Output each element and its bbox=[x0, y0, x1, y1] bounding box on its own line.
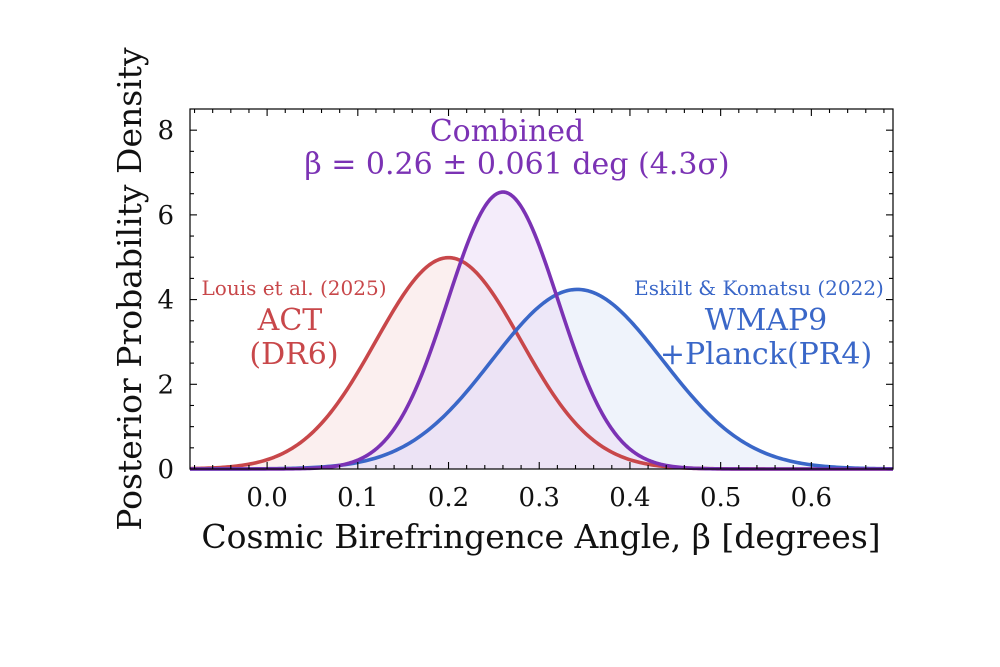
x-tick-label: 0.0 bbox=[246, 483, 287, 513]
act-citation-label: Louis et al. (2025) bbox=[202, 276, 387, 300]
planck-name-label: +Planck(PR4) bbox=[660, 337, 872, 372]
fill-act-dr6 bbox=[190, 257, 893, 469]
x-tick-label: 0.2 bbox=[428, 483, 469, 513]
y-axis-title: Posterior Probability Density bbox=[110, 47, 149, 531]
tick-labels: 0.0 0.1 0.2 0.3 0.4 0.5 0.6 0 2 4 6 8 bbox=[157, 116, 832, 513]
x-tick-label: 0.3 bbox=[519, 483, 560, 513]
act-release-label: (DR6) bbox=[249, 337, 338, 372]
x-axis-title: Cosmic Birefringence Angle, β [degrees] bbox=[201, 517, 880, 556]
y-tick-label: 2 bbox=[157, 370, 174, 400]
x-tick-label: 0.4 bbox=[609, 483, 650, 513]
x-tick-label: 0.5 bbox=[700, 483, 741, 513]
wmap-citation-label: Eskilt & Komatsu (2022) bbox=[634, 276, 884, 300]
axis-ticks bbox=[190, 109, 893, 470]
y-tick-label: 4 bbox=[157, 286, 174, 316]
act-name-label: ACT bbox=[257, 303, 323, 338]
y-tick-label: 8 bbox=[157, 116, 174, 146]
x-tick-label: 0.6 bbox=[791, 483, 832, 513]
x-tick-label: 0.1 bbox=[337, 483, 378, 513]
fill-combined bbox=[190, 192, 893, 469]
combined-result-label: β = 0.26 ± 0.061 deg (4.3σ) bbox=[304, 147, 729, 182]
y-tick-label: 6 bbox=[157, 201, 174, 231]
combined-label: Combined bbox=[430, 114, 585, 149]
wmap-name-label: WMAP9 bbox=[705, 303, 828, 338]
plot-frame bbox=[189, 108, 894, 470]
y-tick-label: 0 bbox=[157, 455, 174, 485]
